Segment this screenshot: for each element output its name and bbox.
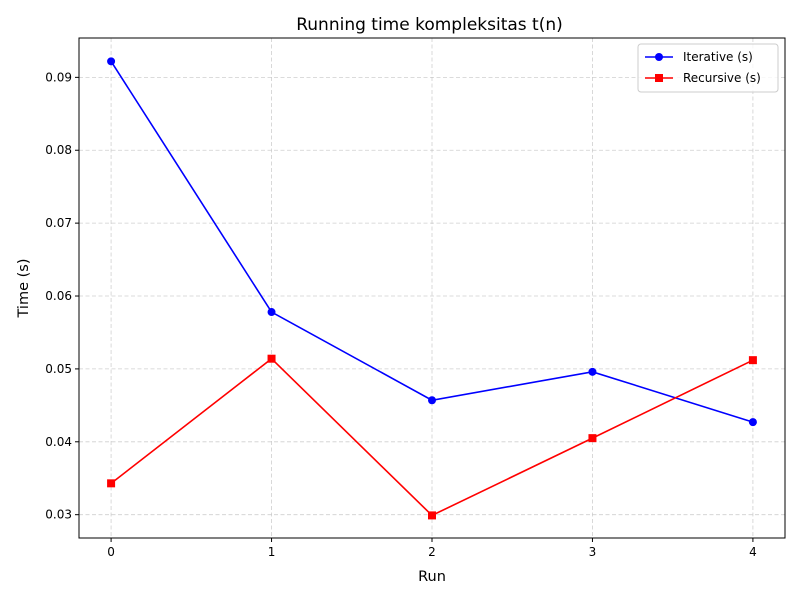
y-tick-label: 0.06: [45, 289, 72, 303]
data-point: [588, 434, 597, 443]
y-axis: 0.03 0.04 0.05 0.06 0.07 0.08 0.09: [45, 70, 79, 522]
data-point: [748, 418, 757, 427]
data-point: [267, 354, 276, 363]
y-tick-label: 0.07: [45, 216, 72, 230]
data-point: [428, 511, 436, 520]
legend-marker: [655, 74, 663, 82]
legend-label: Iterative (s): [683, 50, 753, 64]
y-tick-label: 0.09: [45, 70, 72, 84]
x-tick-label: 3: [589, 545, 597, 559]
y-tick-label: 0.04: [45, 435, 72, 449]
y-tick-label: 0.08: [45, 143, 72, 157]
x-tick-label: 2: [428, 545, 436, 559]
y-axis-label: Time (s): [16, 259, 32, 319]
legend-label: Recursive (s): [683, 71, 761, 85]
data-point: [748, 356, 757, 365]
x-tick-label: 1: [268, 545, 276, 559]
legend-box: [637, 43, 779, 93]
series-layer: [107, 57, 757, 520]
data-point: [428, 396, 436, 405]
legend-marker: [655, 53, 663, 61]
x-tick-label: 0: [107, 545, 115, 559]
data-point: [107, 57, 116, 66]
y-tick-label: 0.03: [45, 508, 72, 522]
series-recursive: [107, 354, 757, 520]
series-iterative: [107, 57, 757, 427]
x-axis: 0 1 2 3 4: [107, 538, 757, 559]
data-point: [267, 308, 276, 317]
chart-title: Running time kompleksitas t(n): [296, 15, 563, 35]
grid-lines: [79, 38, 785, 538]
x-axis-label: Run: [418, 569, 446, 585]
legend: Iterative (s) Recursive (s): [637, 43, 779, 93]
data-point: [588, 367, 597, 376]
y-tick-label: 0.05: [45, 362, 72, 376]
data-point: [107, 479, 116, 488]
x-tick-label: 4: [749, 545, 757, 559]
